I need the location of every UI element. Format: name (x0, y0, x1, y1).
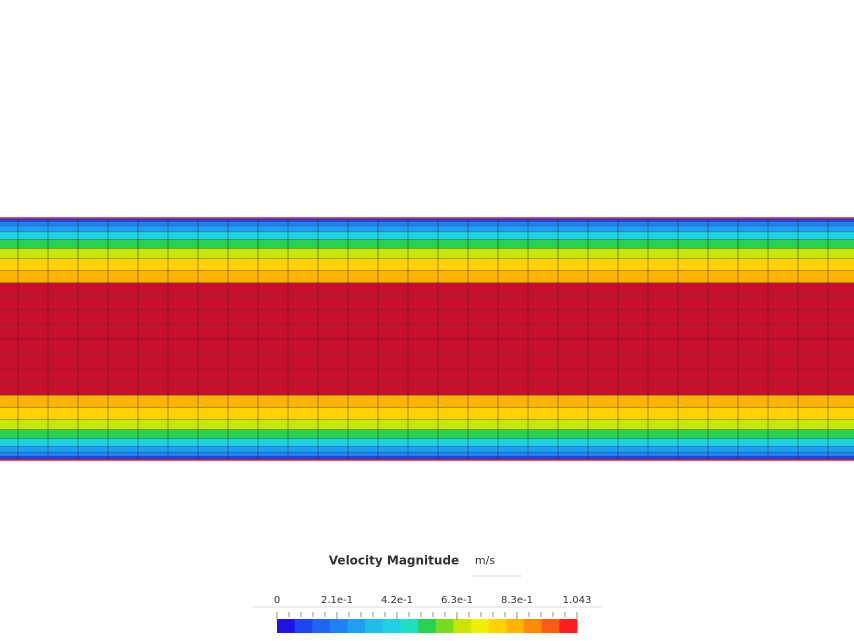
cell-row (0, 367, 854, 382)
color-swatch (524, 619, 543, 633)
cell-row (0, 395, 854, 408)
color-swatch (277, 619, 296, 633)
tick-label: 2.1e-1 (321, 595, 353, 606)
color-bar: 0 2.1e-1 4.2e-1 6.3e-1 8.3e-1 1.043 (252, 595, 602, 633)
cell-row (0, 452, 854, 457)
cell-row (0, 221, 854, 226)
color-swatch (559, 619, 578, 633)
cell-row (0, 446, 854, 453)
tick-label: 8.3e-1 (501, 595, 533, 606)
tick-label: 4.2e-1 (381, 595, 413, 606)
legend-unit[interactable]: m/s (475, 554, 495, 567)
cell-row (0, 258, 854, 271)
color-swatch (400, 619, 419, 633)
color-swatch (312, 619, 331, 633)
cell-row (0, 429, 854, 439)
cell-row (0, 296, 854, 311)
cell-row (0, 239, 854, 249)
color-swatch (541, 619, 560, 633)
color-swatch (453, 619, 472, 633)
tick-label: 6.3e-1 (441, 595, 473, 606)
cell-row (0, 310, 854, 325)
cell-row (0, 324, 854, 339)
cell-row (0, 419, 854, 430)
color-swatch (418, 619, 437, 633)
cell-row (0, 231, 854, 240)
cell-row (0, 248, 854, 259)
legend-title: Velocity Magnitude (329, 554, 459, 568)
color-swatch (294, 619, 313, 633)
tick-label: 0 (274, 595, 280, 606)
color-swatch (435, 619, 454, 633)
tick-label: 1.043 (563, 595, 592, 606)
cell-row (0, 339, 854, 354)
cell-row (0, 456, 854, 460)
color-swatch (471, 619, 490, 633)
cell-row (0, 218, 854, 222)
cell-row (0, 407, 854, 420)
color-swatch (488, 619, 507, 633)
cell-row (0, 353, 854, 368)
cell-row (0, 270, 854, 283)
cell-row (0, 225, 854, 232)
color-swatch (329, 619, 349, 633)
cell-row (0, 282, 854, 297)
color-swatch (365, 619, 384, 633)
cell-row (0, 381, 854, 396)
cell-row (0, 438, 854, 447)
color-swatch (347, 619, 366, 633)
velocity-field (0, 217, 854, 461)
color-swatch (382, 619, 402, 633)
color-swatch (506, 619, 525, 633)
